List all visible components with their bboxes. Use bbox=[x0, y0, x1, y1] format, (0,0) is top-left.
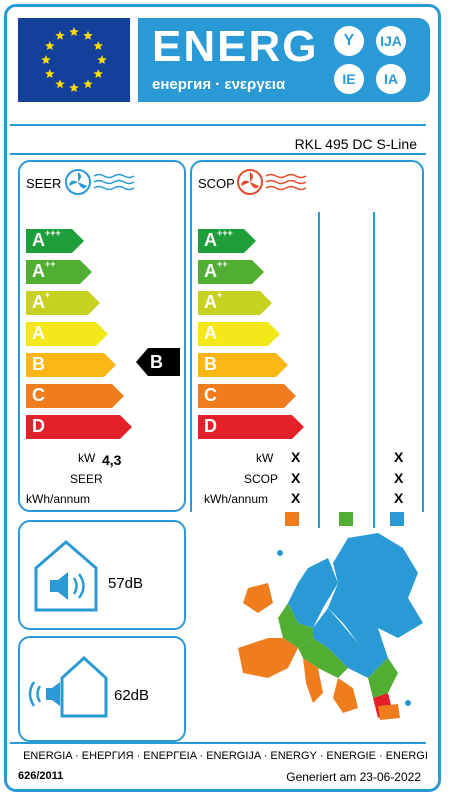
scop-class-plus: + bbox=[217, 290, 223, 300]
label-header: ENERG енергия · ενεργεια Y IJA IE IA bbox=[18, 18, 430, 102]
model-divider bbox=[10, 153, 426, 155]
footer-languages: ENERGIA · ЕНЕРГИЯ · ΕΝΕΡΓΕΙΑ · ENERGIJA … bbox=[23, 750, 428, 762]
scop-class-arrow: C bbox=[198, 384, 296, 408]
seer-class-arrow: D bbox=[26, 415, 132, 439]
scop-x-mark: X bbox=[394, 470, 404, 486]
scop-label: SCOP bbox=[244, 472, 279, 486]
scop-class-plus: +++ bbox=[217, 228, 233, 238]
seer-label: SEER bbox=[70, 472, 103, 486]
outdoor-noise-value: 62dB bbox=[114, 687, 150, 704]
indoor-noise-value: 57dB bbox=[108, 575, 144, 592]
scop-panel bbox=[190, 160, 424, 512]
scop-class-label: A bbox=[204, 230, 217, 250]
seer-kw-label: kW bbox=[78, 451, 96, 465]
footer-divider bbox=[10, 742, 426, 744]
eu-flag bbox=[18, 18, 130, 102]
eu-star bbox=[41, 55, 51, 64]
scop-class-arrow: A+++ bbox=[198, 228, 256, 253]
energy-banner: ENERG енергия · ενεργεια Y IJA IE IA bbox=[138, 18, 430, 102]
scop-class-arrow: A bbox=[198, 322, 280, 346]
warmer-zone-swatch bbox=[285, 512, 299, 526]
seer-class-label: A bbox=[32, 261, 45, 281]
scop-class-arrow: A++ bbox=[198, 259, 264, 284]
generated-date: Generiert am 23-06-2022 bbox=[286, 770, 421, 784]
eu-star bbox=[97, 55, 107, 64]
heating-fan-icon bbox=[237, 169, 307, 195]
scop-kwh-label: kWh/annum bbox=[204, 492, 269, 506]
lang-code-ie: IE bbox=[334, 64, 364, 94]
eu-star bbox=[83, 30, 93, 40]
regulation-number: 626/2011 bbox=[18, 770, 64, 782]
seer-class-label: B bbox=[32, 354, 45, 374]
eu-star bbox=[93, 69, 103, 78]
eu-star bbox=[45, 41, 55, 50]
seer-class-label: A bbox=[32, 323, 45, 343]
cooling-fan-icon bbox=[65, 169, 135, 195]
colder-zone-swatch bbox=[390, 512, 404, 526]
seer-class-plus: +++ bbox=[45, 228, 61, 238]
seer-class-plus: + bbox=[45, 290, 51, 300]
outdoor-noise-panel bbox=[18, 636, 186, 742]
eu-star bbox=[69, 27, 79, 36]
scop-column-divider-1 bbox=[318, 212, 320, 528]
eu-star bbox=[55, 79, 65, 89]
seer-class-arrow: A+ bbox=[26, 290, 100, 315]
indoor-noise-panel bbox=[18, 520, 186, 630]
average-zone-swatch bbox=[339, 512, 353, 526]
outdoor-speaker-icon bbox=[28, 655, 108, 718]
seer-rating-arrow: B bbox=[136, 348, 180, 376]
energy-title: ENERG bbox=[152, 22, 319, 71]
seer-title: SEER bbox=[26, 176, 62, 191]
scop-class-arrow: D bbox=[198, 415, 304, 439]
lang-code-y: Y bbox=[334, 26, 364, 56]
seer-class-arrow: A+++ bbox=[26, 228, 84, 253]
seer-class-label: A bbox=[32, 292, 45, 312]
scop-class-label: D bbox=[204, 416, 217, 436]
eu-star bbox=[55, 30, 65, 40]
europe-climate-map bbox=[238, 533, 423, 720]
seer-kw-value: 4,3 bbox=[102, 452, 122, 468]
scop-class-arrow: B bbox=[198, 353, 288, 377]
scop-class-label: A bbox=[204, 292, 217, 312]
seer-class-label: D bbox=[32, 416, 45, 436]
eu-star bbox=[69, 83, 79, 92]
scop-class-label: C bbox=[204, 385, 217, 405]
scop-x-mark: X bbox=[394, 449, 404, 465]
eu-star bbox=[93, 41, 103, 50]
lang-code-ia: IA bbox=[376, 64, 406, 94]
seer-kwh-label: kWh/annum bbox=[26, 492, 91, 506]
seer-rating-label: B bbox=[150, 352, 163, 372]
seer-class-arrow: C bbox=[26, 384, 124, 408]
lang-code-ija: IJA bbox=[376, 26, 406, 56]
eu-stars-icon bbox=[41, 27, 107, 92]
energy-subtitle: енергия · ενεργεια bbox=[152, 76, 286, 93]
scop-class-plus: ++ bbox=[217, 259, 228, 269]
seer-class-label: A bbox=[32, 230, 45, 250]
scop-class-label: B bbox=[204, 354, 217, 374]
indoor-speaker-icon bbox=[34, 540, 98, 612]
eu-star bbox=[83, 79, 93, 89]
scop-title: SCOP bbox=[198, 176, 235, 191]
top-divider bbox=[10, 124, 426, 126]
scop-column-divider-2 bbox=[373, 212, 375, 528]
seer-class-label: C bbox=[32, 385, 45, 405]
label-frame bbox=[4, 4, 441, 792]
model-name: RKL 495 DC S-Line bbox=[294, 136, 417, 152]
seer-class-plus: ++ bbox=[45, 259, 56, 269]
seer-class-arrow: A++ bbox=[26, 259, 92, 284]
scop-class-label: A bbox=[204, 323, 217, 343]
scop-class-arrow: A+ bbox=[198, 290, 272, 315]
eu-star bbox=[45, 69, 55, 78]
scop-kw-label: kW bbox=[256, 451, 274, 465]
seer-panel bbox=[18, 160, 186, 512]
scop-x-mark: X bbox=[394, 490, 404, 506]
seer-class-arrow: A bbox=[26, 322, 108, 346]
scop-x-mark: X bbox=[291, 449, 301, 465]
scop-class-label: A bbox=[204, 261, 217, 281]
seer-class-arrow: B bbox=[26, 353, 116, 377]
scop-x-mark: X bbox=[291, 490, 301, 506]
scop-x-mark: X bbox=[291, 470, 301, 486]
